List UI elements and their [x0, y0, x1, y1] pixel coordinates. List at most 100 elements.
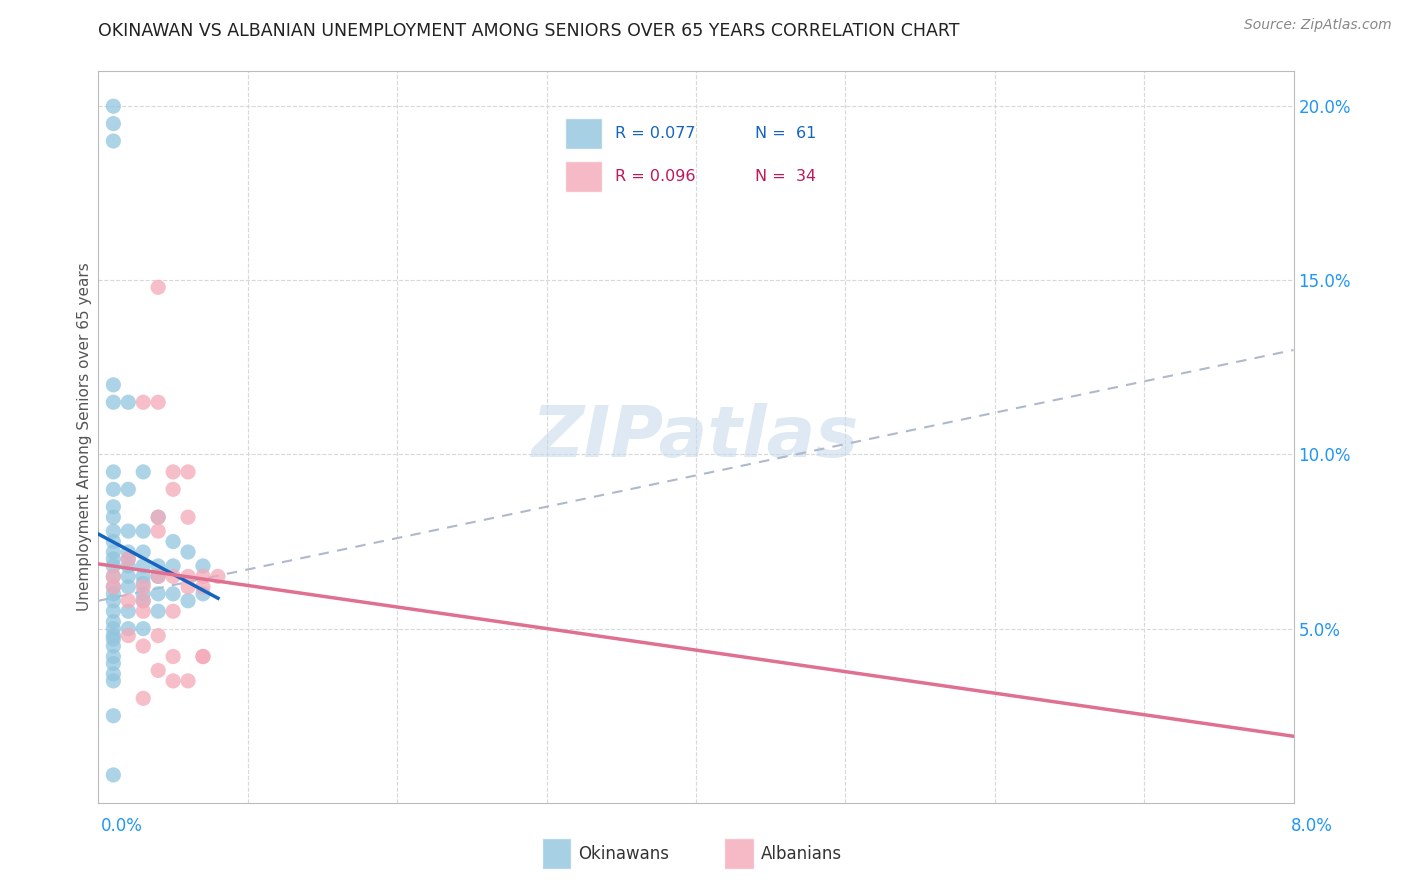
Point [103, 604, 125, 618]
Point [148, 629, 170, 643]
Point [148, 569, 170, 583]
Point [132, 622, 155, 636]
Point [117, 524, 139, 538]
Point [162, 604, 184, 618]
Point [103, 639, 125, 653]
Point [191, 649, 214, 664]
Text: Albanians: Albanians [761, 845, 842, 863]
Point [191, 580, 214, 594]
Point [207, 569, 229, 583]
Point [132, 558, 155, 573]
Text: 8.0%: 8.0% [1291, 817, 1333, 835]
Point [132, 576, 155, 591]
Point [117, 483, 139, 497]
Point [103, 587, 125, 601]
Point [148, 395, 170, 409]
Point [177, 465, 200, 479]
Point [117, 552, 139, 566]
Point [117, 622, 139, 636]
Point [191, 558, 214, 573]
Point [162, 465, 184, 479]
Point [148, 510, 170, 524]
Point [103, 622, 125, 636]
Y-axis label: Unemployment Among Seniors over 65 years: Unemployment Among Seniors over 65 years [77, 263, 91, 611]
Point [103, 510, 125, 524]
Point [177, 545, 200, 559]
Point [177, 673, 200, 688]
Point [191, 587, 214, 601]
Point [103, 465, 125, 479]
Text: N =  34: N = 34 [755, 169, 815, 184]
Point [177, 510, 200, 524]
Bar [565, 119, 602, 149]
Point [103, 632, 125, 646]
Point [103, 580, 125, 594]
Point [103, 708, 125, 723]
Point [117, 545, 139, 559]
Point [162, 587, 184, 601]
Point [132, 545, 155, 559]
Point [148, 664, 170, 678]
Point [191, 569, 214, 583]
Point [148, 558, 170, 573]
Point [148, 524, 170, 538]
Point [103, 594, 125, 608]
Point [132, 604, 155, 618]
Point [103, 500, 125, 514]
Point [103, 117, 125, 131]
Point [117, 552, 139, 566]
Point [132, 587, 155, 601]
Point [103, 134, 125, 148]
Point [103, 534, 125, 549]
Point [132, 524, 155, 538]
Point [103, 395, 125, 409]
Point [103, 657, 125, 671]
Point [148, 569, 170, 583]
Point [132, 395, 155, 409]
Point [103, 569, 125, 583]
Text: Source: ZipAtlas.com: Source: ZipAtlas.com [1244, 18, 1392, 32]
Point [177, 594, 200, 608]
Point [117, 629, 139, 643]
Text: Okinawans: Okinawans [578, 845, 669, 863]
Point [162, 649, 184, 664]
Point [103, 558, 125, 573]
Point [132, 465, 155, 479]
Text: R = 0.077: R = 0.077 [614, 126, 695, 141]
Point [117, 569, 139, 583]
Point [117, 558, 139, 573]
Point [162, 558, 184, 573]
Bar [565, 161, 602, 192]
Point [148, 280, 170, 294]
Point [103, 99, 125, 113]
Point [132, 594, 155, 608]
Point [103, 545, 125, 559]
Point [148, 587, 170, 601]
Bar [724, 838, 754, 869]
Point [103, 667, 125, 681]
Text: 0.0%: 0.0% [101, 817, 143, 835]
Point [103, 615, 125, 629]
Point [103, 552, 125, 566]
Text: N =  61: N = 61 [755, 126, 815, 141]
Point [132, 580, 155, 594]
Point [103, 629, 125, 643]
Point [162, 673, 184, 688]
Point [132, 639, 155, 653]
Point [132, 691, 155, 706]
Point [177, 569, 200, 583]
Point [103, 569, 125, 583]
Text: OKINAWAN VS ALBANIAN UNEMPLOYMENT AMONG SENIORS OVER 65 YEARS CORRELATION CHART: OKINAWAN VS ALBANIAN UNEMPLOYMENT AMONG … [98, 22, 960, 40]
Point [162, 534, 184, 549]
Point [162, 569, 184, 583]
Bar [541, 838, 571, 869]
Point [132, 594, 155, 608]
Text: ZIPatlas: ZIPatlas [533, 402, 859, 472]
Text: R = 0.096: R = 0.096 [614, 169, 695, 184]
Point [117, 594, 139, 608]
Point [191, 649, 214, 664]
Point [103, 483, 125, 497]
Point [103, 377, 125, 392]
Point [103, 524, 125, 538]
Point [103, 768, 125, 782]
